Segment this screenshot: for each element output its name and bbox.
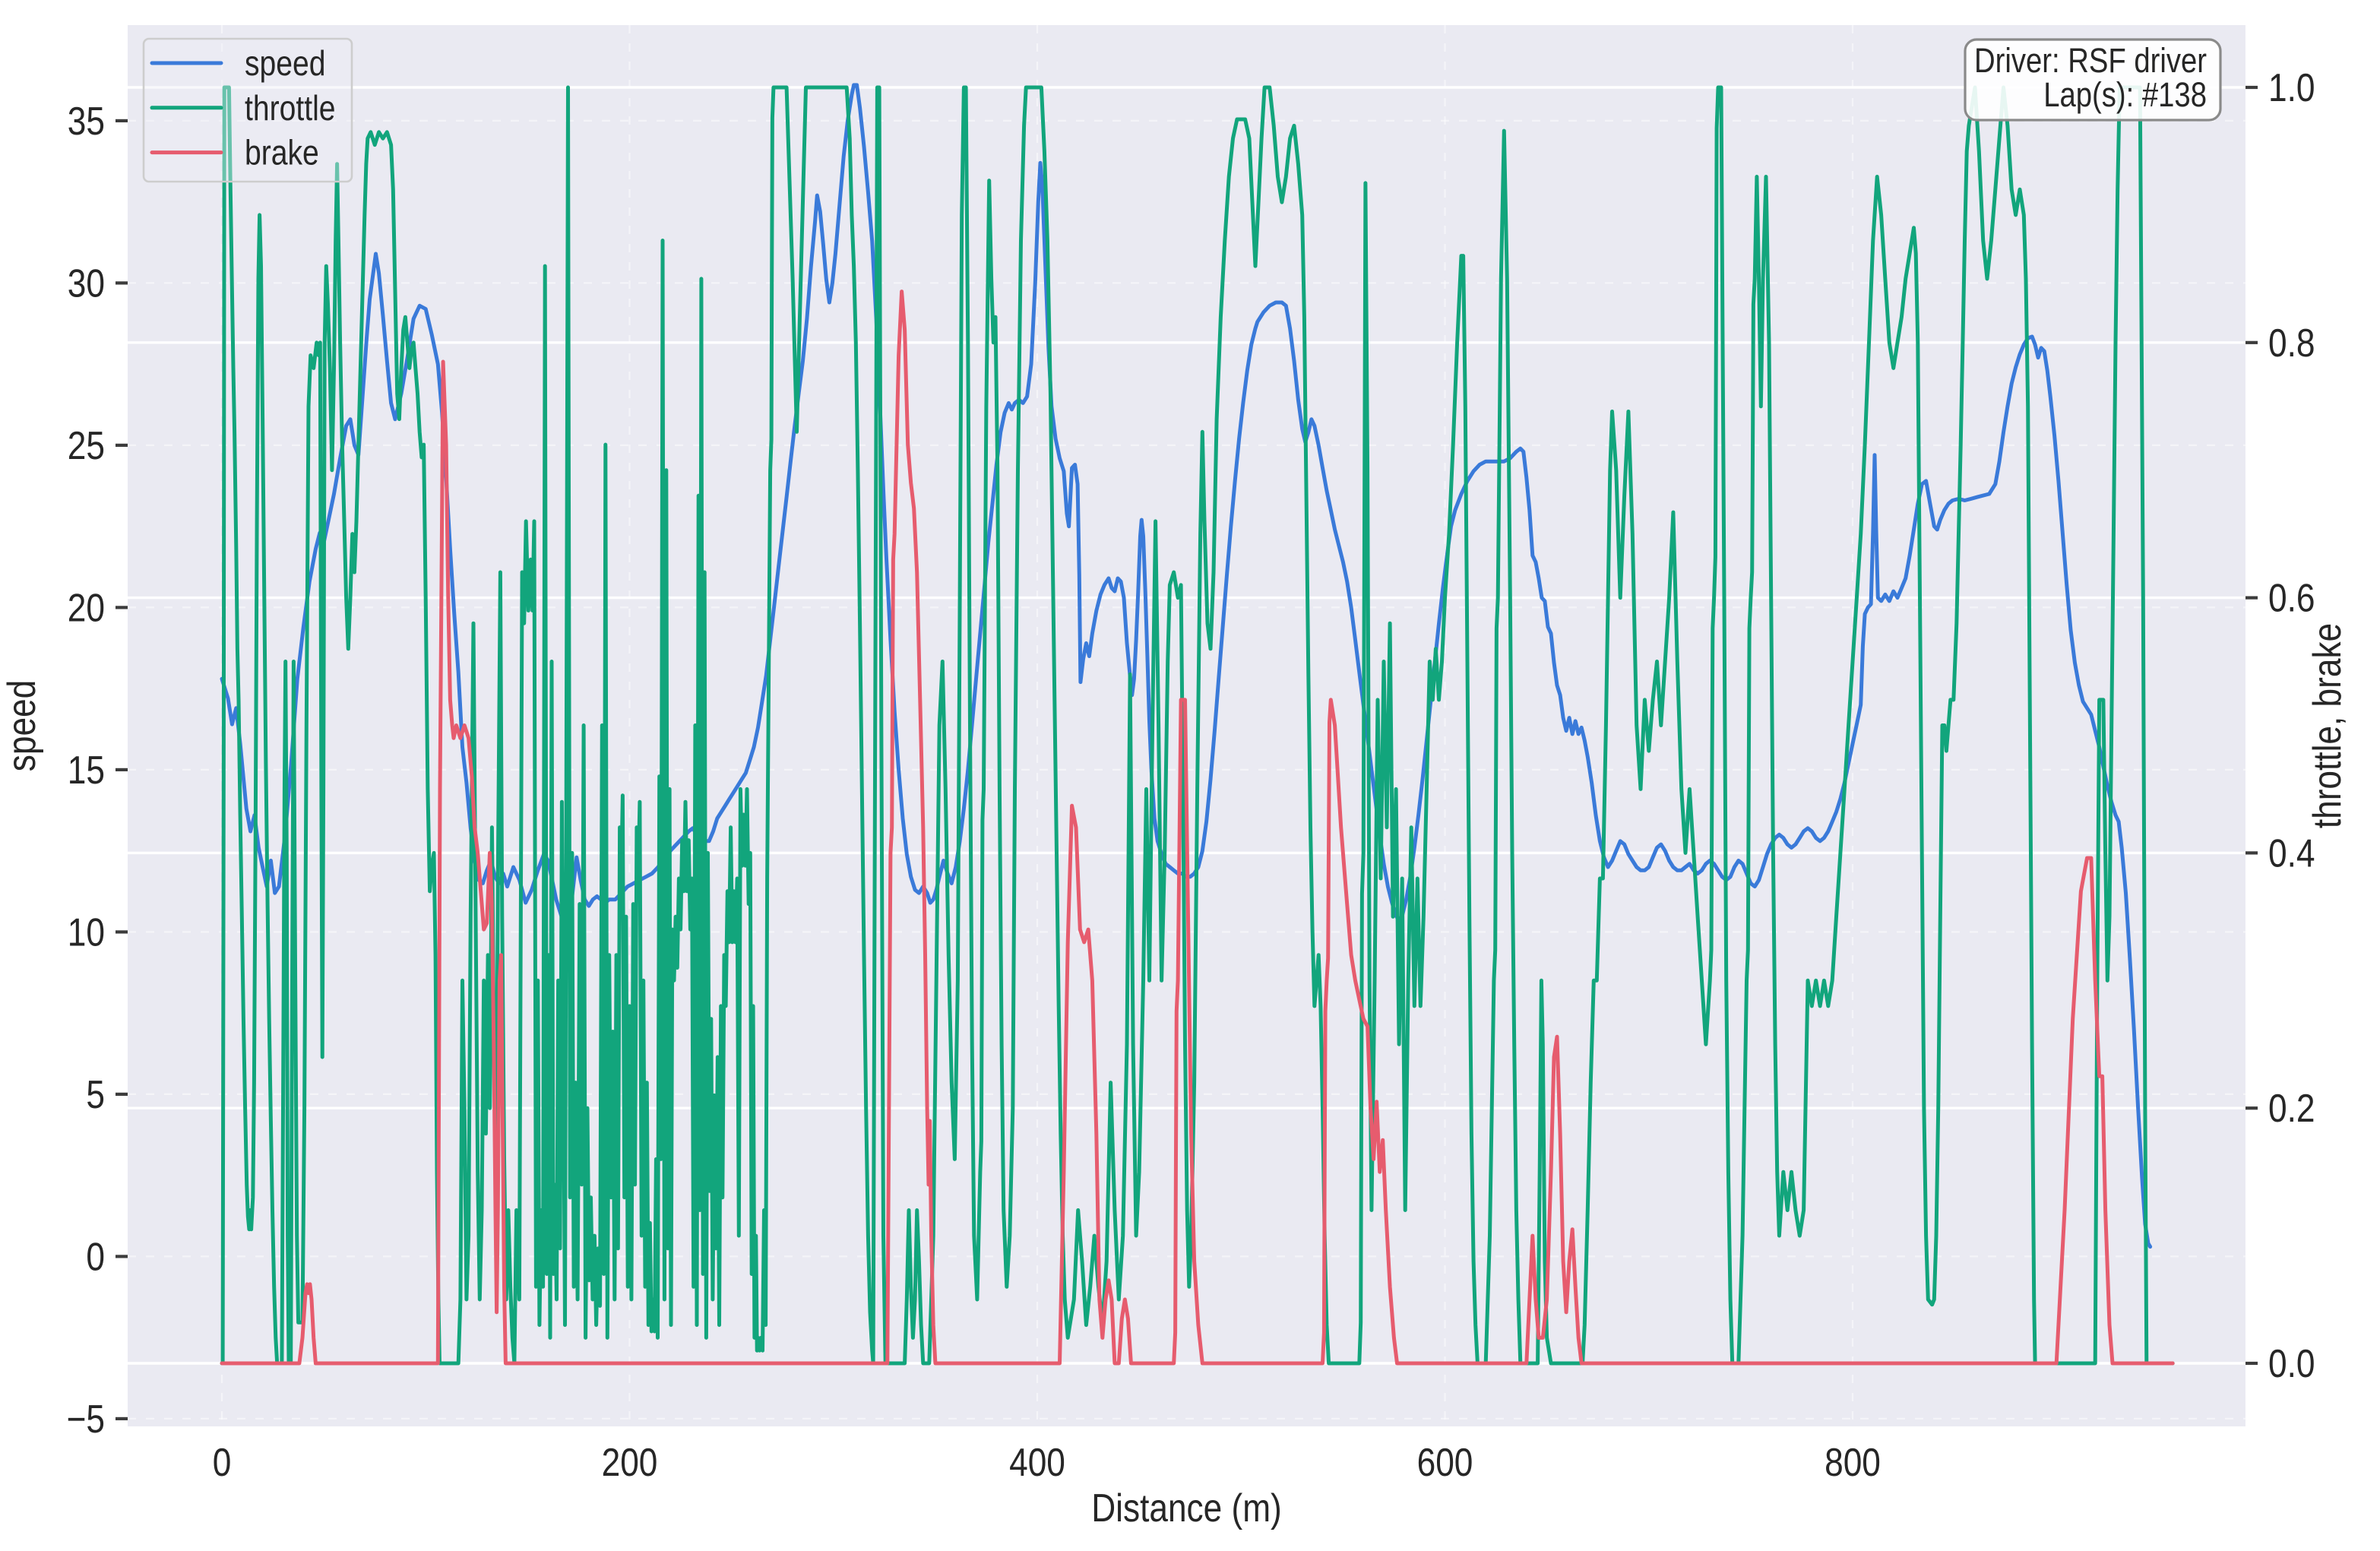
svg-text:1.0: 1.0 (2268, 66, 2315, 110)
svg-text:Lap(s): #138: Lap(s): #138 (2043, 75, 2207, 114)
svg-text:10: 10 (68, 910, 105, 954)
svg-text:20: 20 (68, 586, 105, 630)
svg-text:speed: speed (245, 43, 326, 83)
svg-text:speed: speed (0, 680, 44, 771)
svg-text:Driver: RSF driver: Driver: RSF driver (1974, 41, 2207, 80)
svg-text:brake: brake (245, 133, 319, 173)
svg-text:0.6: 0.6 (2268, 577, 2315, 621)
svg-text:800: 800 (1825, 1441, 1881, 1485)
svg-text:30: 30 (68, 261, 105, 305)
svg-text:0.2: 0.2 (2268, 1087, 2315, 1131)
svg-text:200: 200 (602, 1441, 658, 1485)
svg-text:400: 400 (1009, 1441, 1065, 1485)
svg-text:15: 15 (68, 749, 105, 793)
svg-text:0: 0 (213, 1441, 232, 1485)
svg-text:0.8: 0.8 (2268, 321, 2315, 366)
svg-text:−5: −5 (67, 1397, 105, 1442)
svg-text:5: 5 (86, 1073, 105, 1117)
svg-text:0: 0 (86, 1235, 105, 1279)
svg-text:35: 35 (68, 100, 105, 144)
svg-text:throttle: throttle (245, 88, 336, 128)
svg-text:throttle, brake: throttle, brake (2306, 623, 2350, 828)
svg-text:0.4: 0.4 (2268, 831, 2315, 875)
svg-text:0.0: 0.0 (2268, 1342, 2315, 1386)
svg-text:Distance (m): Distance (m) (1091, 1486, 1282, 1530)
svg-text:25: 25 (68, 424, 105, 468)
svg-text:600: 600 (1417, 1441, 1473, 1485)
